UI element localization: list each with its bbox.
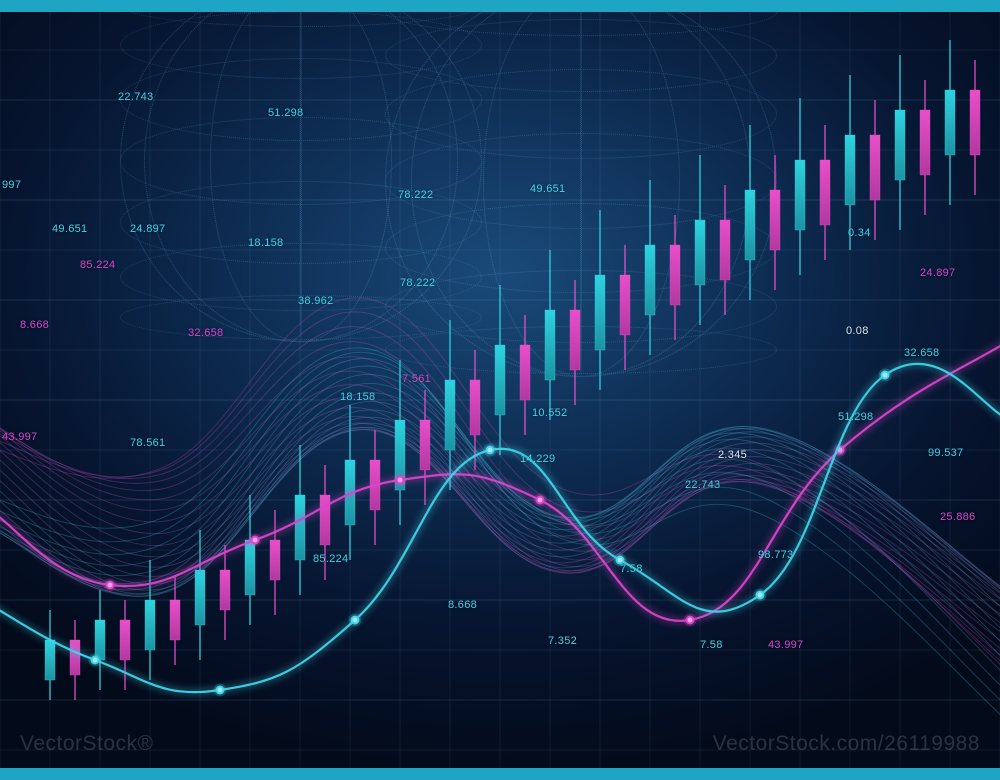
- indicator-lines-layer: [0, 0, 1000, 780]
- accent-bar-top: [0, 0, 1000, 12]
- accent-bar-bottom: [0, 768, 1000, 780]
- stock-chart-stage: 22.74351.29899749.65124.89785.22418.1587…: [0, 0, 1000, 780]
